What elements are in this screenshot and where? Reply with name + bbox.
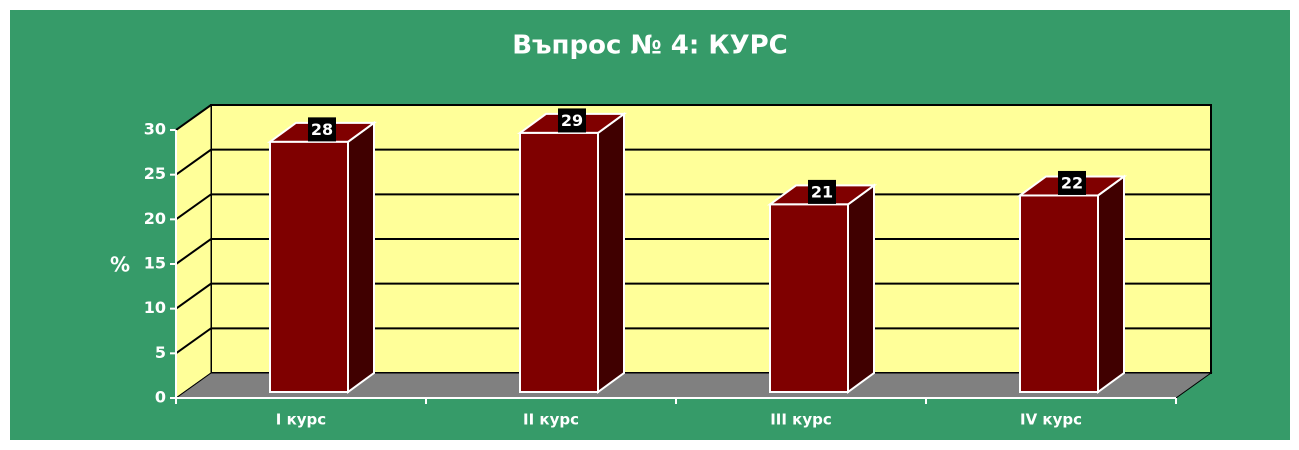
grid-line — [175, 282, 1211, 310]
x-tick-label: I курс — [276, 411, 326, 429]
value-label-box — [308, 117, 336, 142]
y-tick-label: 15 — [144, 254, 166, 273]
y-tick-label: 20 — [144, 209, 166, 228]
value-label-box — [558, 108, 586, 133]
bar — [769, 203, 849, 393]
grid-line — [175, 238, 1211, 265]
grid-line — [175, 193, 1211, 221]
value-label: 22 — [1061, 173, 1083, 192]
y-tick-label: 5 — [155, 343, 166, 362]
x-tick-label: III курс — [770, 411, 832, 429]
value-label-box — [808, 179, 836, 204]
y-tick-label: 30 — [144, 120, 166, 139]
value-label: 29 — [561, 111, 583, 130]
bar-side — [847, 183, 875, 394]
y-tick-label: 0 — [155, 388, 166, 407]
y-tick-label: 25 — [144, 164, 166, 183]
bar — [269, 140, 349, 393]
value-label: 21 — [811, 182, 833, 201]
grid-line — [175, 104, 1211, 131]
value-label-box — [1058, 170, 1086, 195]
y-axis-label: % — [110, 253, 130, 277]
y-tick-label: 10 — [144, 298, 166, 317]
bar-side — [347, 120, 375, 394]
x-tick-label: IV курс — [1020, 411, 1082, 429]
grid-line — [175, 148, 1211, 176]
x-tick-label: II курс — [523, 411, 579, 429]
value-label: 28 — [311, 120, 333, 139]
chart-title: Въпрос № 4: КУРС — [512, 31, 788, 61]
bar — [1019, 194, 1099, 393]
bar — [519, 131, 599, 394]
bar-side — [1097, 174, 1125, 394]
grid-line — [175, 327, 1211, 355]
bar-side — [597, 111, 625, 394]
